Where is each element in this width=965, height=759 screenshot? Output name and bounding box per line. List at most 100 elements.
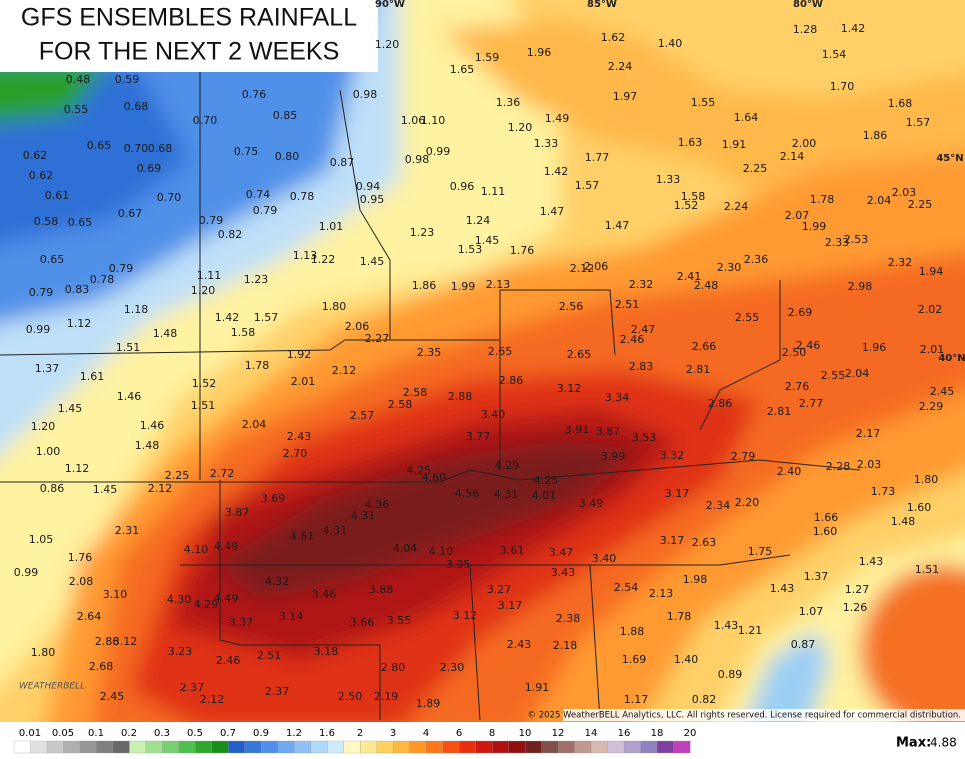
rainfall-label: 1.28 bbox=[793, 23, 818, 36]
rainfall-label: 2.03 bbox=[857, 458, 882, 471]
rainfall-label: 1.27 bbox=[845, 583, 870, 596]
rainfall-label: 1.20 bbox=[375, 38, 400, 51]
rainfall-label: 2.65 bbox=[567, 348, 592, 361]
rainfall-label: 1.91 bbox=[722, 138, 747, 151]
rainfall-label: 2.63 bbox=[692, 536, 717, 549]
rainfall-label: 2.55 bbox=[821, 369, 846, 382]
rainfall-label: 0.70 bbox=[124, 142, 149, 155]
rainfall-label: 2.32 bbox=[888, 256, 913, 269]
rainfall-label: 1.20 bbox=[508, 121, 533, 134]
colorbar-cell bbox=[244, 740, 262, 754]
rainfall-label: 2.50 bbox=[782, 346, 807, 359]
rainfall-label: 1.91 bbox=[525, 681, 550, 694]
rainfall-label: 2.51 bbox=[257, 649, 282, 662]
rainfall-label: 0.85 bbox=[273, 109, 298, 122]
rainfall-label: 3.17 bbox=[660, 534, 685, 547]
rainfall-label: 3.95 bbox=[446, 558, 471, 571]
rainfall-label: 4.25 bbox=[534, 474, 559, 487]
rainfall-label: 3.17 bbox=[498, 599, 523, 612]
rainfall-label: 1.52 bbox=[674, 199, 699, 212]
rainfall-label: 2.76 bbox=[785, 380, 810, 393]
rainfall-label: 2.37 bbox=[180, 681, 205, 694]
rainfall-label: 2.19 bbox=[374, 690, 399, 703]
rainfall-label: 0.99 bbox=[26, 323, 51, 336]
colorbar-cell bbox=[79, 740, 97, 754]
rainfall-label: 2.58 bbox=[388, 398, 413, 411]
rainfall-label: 3.37 bbox=[229, 616, 254, 629]
rainfall-label: 1.06 bbox=[401, 114, 426, 127]
title-line: GFS ENSEMBLES RAINFALL bbox=[21, 4, 357, 32]
rainfall-label: 1.51 bbox=[191, 399, 216, 412]
rainfall-label: 1.42 bbox=[215, 311, 240, 324]
colorbar-cell bbox=[491, 740, 510, 754]
rainfall-label: 0.48 bbox=[66, 73, 91, 86]
rainfall-label: 2.40 bbox=[777, 465, 802, 478]
rainfall-label: 1.97 bbox=[613, 90, 638, 103]
rainfall-label: 3.12 bbox=[113, 635, 138, 648]
colorbar-label: 18 bbox=[651, 728, 664, 739]
rainfall-label: 1.60 bbox=[907, 501, 932, 514]
rainfall-label: 0.61 bbox=[45, 189, 70, 202]
rainfall-label: 4.32 bbox=[265, 575, 290, 588]
rainfall-label: 2.64 bbox=[77, 610, 102, 623]
rainfall-label: 1.47 bbox=[540, 205, 565, 218]
rainfall-label: 3.53 bbox=[632, 431, 657, 444]
rainfall-label: 2.45 bbox=[100, 690, 125, 703]
rainfall-label: 2.81 bbox=[686, 363, 711, 376]
rainfall-label: 2.98 bbox=[848, 280, 873, 293]
title-line: FOR THE NEXT 2 WEEKS bbox=[39, 38, 340, 66]
rainfall-label: 0.68 bbox=[148, 142, 173, 155]
rainfall-label: 2.57 bbox=[350, 409, 375, 422]
rainfall-label: 2.56 bbox=[559, 300, 584, 313]
rainfall-label: 3.99 bbox=[601, 450, 626, 463]
rainfall-label: 2.50 bbox=[338, 690, 363, 703]
rainfall-label: 3.12 bbox=[453, 609, 478, 622]
rainfall-label: 1.42 bbox=[841, 22, 866, 35]
rainfall-label: 1.88 bbox=[620, 625, 645, 638]
rainfall-label: 2.06 bbox=[584, 260, 609, 273]
rainfall-label: 1.13 bbox=[293, 249, 318, 262]
rainfall-label: 0.80 bbox=[275, 150, 300, 163]
rainfall-label: 2.77 bbox=[799, 397, 824, 410]
colorbar-label: 0.5 bbox=[187, 728, 203, 739]
rainfall-label: 1.11 bbox=[481, 185, 506, 198]
rainfall-label: 1.48 bbox=[135, 439, 160, 452]
colorbar-label: 0.3 bbox=[154, 728, 170, 739]
rainfall-label: 1.78 bbox=[810, 193, 835, 206]
rainfall-label: 4.31 bbox=[494, 488, 519, 501]
rainfall-label: 2.36 bbox=[744, 253, 769, 266]
rainfall-label: 3.40 bbox=[592, 552, 617, 565]
rainfall-label: 1.33 bbox=[534, 137, 559, 150]
colorbar-cell bbox=[656, 740, 674, 754]
colorbar-cell bbox=[112, 740, 130, 754]
rainfall-label: 1.01 bbox=[319, 220, 344, 233]
rainfall-label: 4.49 bbox=[214, 540, 239, 553]
rainfall-label: 1.59 bbox=[475, 51, 500, 64]
rainfall-label: 2.12 bbox=[332, 364, 357, 377]
colorbar-cell bbox=[145, 740, 163, 754]
rainfall-label: 2.20 bbox=[735, 496, 760, 509]
rainfall-label: 1.86 bbox=[412, 279, 437, 292]
colorbar-cell bbox=[327, 740, 345, 754]
rainfall-label: 0.83 bbox=[65, 283, 90, 296]
rainfall-label: 1.36 bbox=[496, 96, 521, 109]
rainfall-label: 1.45 bbox=[93, 483, 118, 496]
rainfall-label: 2.68 bbox=[89, 660, 114, 673]
rainfall-label: 2.86 bbox=[95, 635, 120, 648]
max-value: 4.88 bbox=[930, 736, 957, 750]
rainfall-label: 0.65 bbox=[68, 216, 93, 229]
rainfall-label: 2.25 bbox=[165, 469, 190, 482]
rainfall-label: 1.18 bbox=[124, 303, 149, 316]
rainfall-label: 4.30 bbox=[167, 593, 192, 606]
rainfall-label: 1.92 bbox=[287, 348, 312, 361]
rainfall-label: 1.62 bbox=[601, 31, 626, 44]
rainfall-label: 2.25 bbox=[908, 198, 933, 211]
rainfall-label: 1.40 bbox=[658, 37, 683, 50]
colorbar-cell bbox=[508, 740, 526, 754]
rainfall-label: 2.04 bbox=[845, 367, 870, 380]
colorbar-cell bbox=[623, 740, 641, 754]
colorbar-cell bbox=[557, 740, 576, 754]
rainfall-label: 2.34 bbox=[706, 499, 731, 512]
rainfall-label: 3.27 bbox=[487, 583, 512, 596]
